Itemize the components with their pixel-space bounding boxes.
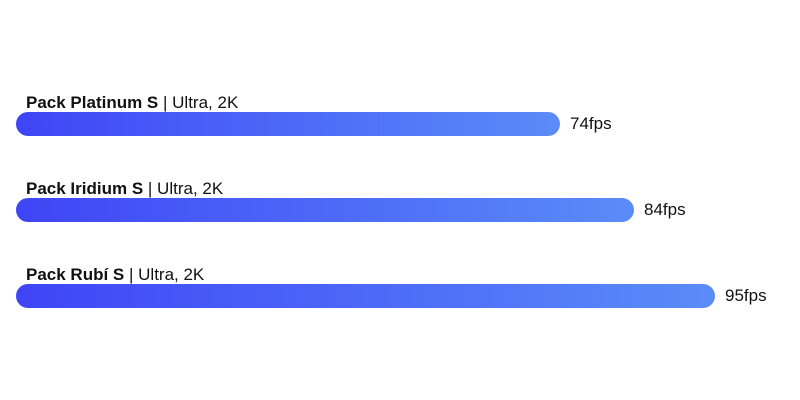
bar-label: Pack Platinum S | Ultra, 2K — [26, 93, 238, 113]
category-name: Pack Platinum S — [26, 93, 159, 112]
label-separator: | — [124, 265, 139, 284]
category-name: Pack Rubí S — [26, 265, 125, 284]
bar-label: Pack Iridium S | Ultra, 2K — [26, 179, 223, 199]
bar-label: Pack Rubí S | Ultra, 2K — [26, 265, 204, 285]
category-spec: Ultra, 2K — [172, 93, 239, 112]
bar-row: Pack Rubí S | Ultra, 2K 95fps — [16, 265, 800, 317]
label-separator: | — [143, 179, 158, 198]
bar-row: Pack Iridium S | Ultra, 2K 84fps — [16, 179, 800, 231]
category-name: Pack Iridium S — [26, 179, 144, 198]
value-label: 95fps — [725, 286, 767, 305]
category-spec: Ultra, 2K — [157, 179, 224, 198]
value-label: 84fps — [644, 200, 686, 219]
label-separator: | — [158, 93, 173, 112]
category-spec: Ultra, 2K — [138, 265, 205, 284]
bar — [16, 112, 560, 136]
bar — [16, 198, 634, 222]
value-label: 74fps — [570, 114, 612, 133]
bar — [16, 284, 715, 308]
bar-row: Pack Platinum S | Ultra, 2K 74fps — [16, 93, 800, 145]
